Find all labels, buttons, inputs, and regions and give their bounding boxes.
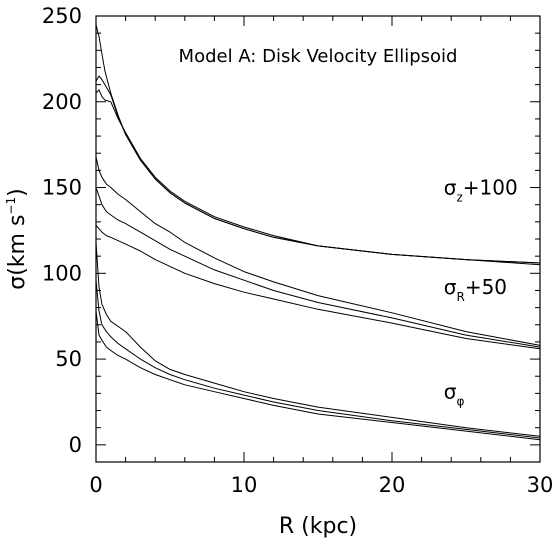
series-line-R xyxy=(95,224,541,350)
x-tick-label: 0 xyxy=(89,473,102,497)
series-label-subscript: R xyxy=(456,290,464,304)
x-tick-label: 20 xyxy=(379,473,406,497)
x-tick-label: 30 xyxy=(527,473,554,497)
y-axis-title-symbol: σ xyxy=(5,276,30,290)
series-label-subscript: φ xyxy=(456,395,464,409)
series-label-suffix: +100 xyxy=(463,175,518,199)
y-axis-title-unit: (km s xyxy=(5,215,30,276)
y-tick-label: 250 xyxy=(42,4,82,28)
series-label-2: σφ xyxy=(444,380,465,409)
series-label-0: σz+100 xyxy=(444,175,518,204)
x-axis-title: R (kpc) xyxy=(279,514,357,539)
series-line-z xyxy=(95,89,541,266)
series-line-R xyxy=(95,156,541,346)
series-lines xyxy=(95,24,541,441)
series-label-symbol: σ xyxy=(444,275,457,299)
y-tick-label: 150 xyxy=(42,176,82,200)
y-axis-title-close: ) xyxy=(5,188,30,197)
series-label-symbol: σ xyxy=(444,380,457,404)
y-tick-label: 100 xyxy=(42,261,82,285)
svg-text:σ(km s−1): σ(km s−1) xyxy=(4,188,30,289)
series-line-phi xyxy=(95,310,541,441)
series-line-phi xyxy=(95,242,541,437)
series-label-symbol: σ xyxy=(444,175,457,199)
series-line-phi xyxy=(95,280,541,439)
series-label-subscript: z xyxy=(456,190,462,204)
tick-labels: 0 10 20 30 0 50 100 150 200 250 xyxy=(42,4,553,497)
series-line-R xyxy=(95,187,541,348)
y-tick-label: 0 xyxy=(69,433,82,457)
axis-ticks xyxy=(95,15,541,462)
y-tick-label: 200 xyxy=(42,90,82,114)
plot-frame xyxy=(95,15,541,463)
y-axis-title: σ(km s−1) xyxy=(4,188,30,289)
x-tick-label: 10 xyxy=(231,473,258,497)
series-label-suffix: +50 xyxy=(465,275,507,299)
y-tick-label: 50 xyxy=(55,347,82,371)
chart-annotation: Model A: Disk Velocity Ellipsoid xyxy=(179,46,458,67)
series-label-1: σR+50 xyxy=(444,275,507,304)
series-line-z xyxy=(95,75,541,264)
y-axis-title-superscript: −1 xyxy=(4,197,18,215)
